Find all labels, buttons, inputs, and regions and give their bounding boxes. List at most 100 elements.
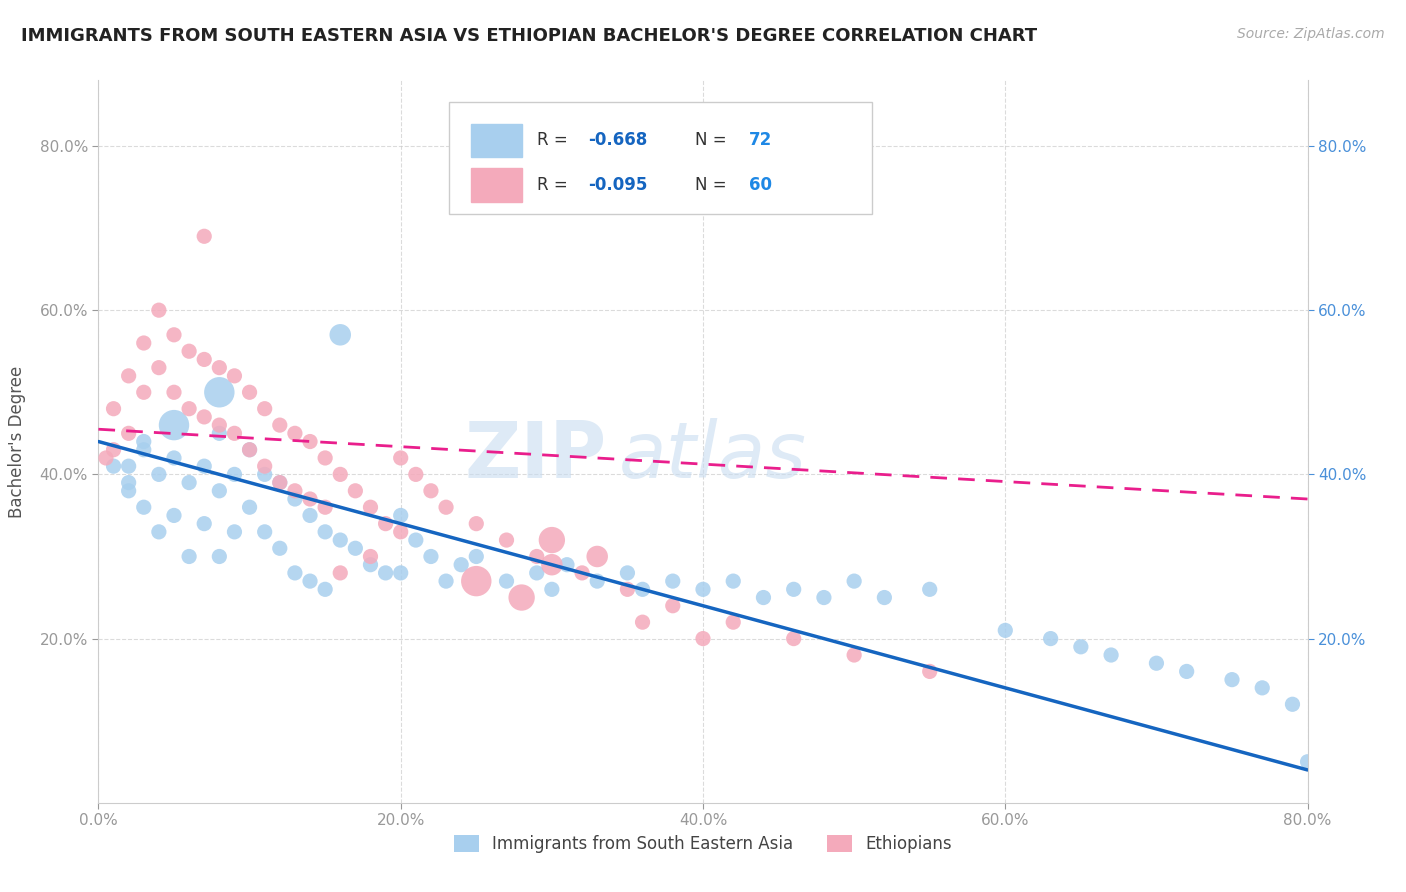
Point xyxy=(344,483,367,498)
Point xyxy=(239,442,262,457)
Text: ZIP: ZIP xyxy=(464,418,606,494)
Point xyxy=(193,352,215,367)
Point xyxy=(148,524,170,539)
Point xyxy=(844,574,866,588)
Point xyxy=(299,491,322,506)
Point xyxy=(434,574,457,588)
Point xyxy=(163,385,186,400)
Point xyxy=(783,582,806,597)
Point xyxy=(314,582,336,597)
Point xyxy=(374,566,396,580)
Point xyxy=(299,434,322,449)
Point xyxy=(1281,698,1303,712)
Point xyxy=(208,483,231,498)
Point xyxy=(389,508,412,523)
Point xyxy=(994,624,1017,638)
Point xyxy=(148,467,170,482)
Point xyxy=(616,582,638,597)
Point xyxy=(284,491,307,506)
FancyBboxPatch shape xyxy=(471,169,522,202)
Point xyxy=(179,549,201,564)
Point xyxy=(616,566,638,580)
Point xyxy=(94,450,117,465)
Point xyxy=(299,508,322,523)
Text: N =: N = xyxy=(695,131,731,149)
Point xyxy=(631,582,654,597)
Point xyxy=(299,574,322,588)
Point xyxy=(132,336,155,351)
Point xyxy=(284,426,307,441)
Point xyxy=(360,500,382,515)
Text: -0.668: -0.668 xyxy=(588,131,647,149)
Point xyxy=(434,500,457,515)
Text: IMMIGRANTS FROM SOUTH EASTERN ASIA VS ETHIOPIAN BACHELOR'S DEGREE CORRELATION CH: IMMIGRANTS FROM SOUTH EASTERN ASIA VS ET… xyxy=(21,27,1038,45)
Point xyxy=(374,516,396,531)
Point xyxy=(118,459,141,474)
Point xyxy=(163,450,186,465)
Point xyxy=(253,401,276,416)
Point xyxy=(1070,640,1092,654)
Point xyxy=(420,483,443,498)
Point xyxy=(224,467,246,482)
Point xyxy=(540,533,562,547)
Point xyxy=(284,566,307,580)
Point xyxy=(723,615,745,630)
Point xyxy=(526,566,548,580)
Point xyxy=(314,524,336,539)
Point xyxy=(224,426,246,441)
Point xyxy=(132,385,155,400)
Point xyxy=(360,549,382,564)
Point xyxy=(314,500,336,515)
Point xyxy=(631,615,654,630)
Point xyxy=(723,574,745,588)
Point xyxy=(224,368,246,383)
FancyBboxPatch shape xyxy=(449,102,872,214)
Point xyxy=(163,327,186,342)
Point xyxy=(224,524,246,539)
Point xyxy=(918,582,941,597)
Point xyxy=(661,574,683,588)
Point xyxy=(495,533,517,547)
Point xyxy=(193,516,215,531)
Y-axis label: Bachelor's Degree: Bachelor's Degree xyxy=(7,366,25,517)
Point xyxy=(420,549,443,564)
Point xyxy=(208,549,231,564)
Point xyxy=(163,508,186,523)
Point xyxy=(269,541,291,556)
Point xyxy=(118,368,141,383)
Point xyxy=(269,475,291,490)
Point xyxy=(873,591,896,605)
Point xyxy=(1296,755,1319,769)
Point xyxy=(405,467,427,482)
Text: R =: R = xyxy=(537,131,574,149)
Point xyxy=(103,459,125,474)
Point xyxy=(269,418,291,433)
Point xyxy=(692,582,714,597)
Point xyxy=(193,409,215,424)
Point xyxy=(844,648,866,662)
Point xyxy=(586,574,609,588)
Point xyxy=(284,483,307,498)
Point xyxy=(148,303,170,318)
Point xyxy=(389,524,412,539)
Text: atlas: atlas xyxy=(619,418,806,494)
Point xyxy=(103,401,125,416)
Point xyxy=(253,524,276,539)
Point xyxy=(389,566,412,580)
Point xyxy=(329,467,352,482)
Point xyxy=(329,566,352,580)
Point xyxy=(571,566,593,580)
Point xyxy=(132,442,155,457)
Point xyxy=(118,483,141,498)
Legend: Immigrants from South Eastern Asia, Ethiopians: Immigrants from South Eastern Asia, Ethi… xyxy=(447,828,959,860)
FancyBboxPatch shape xyxy=(471,124,522,157)
Point xyxy=(163,418,186,433)
Point xyxy=(465,574,488,588)
Point xyxy=(239,500,262,515)
Point xyxy=(253,467,276,482)
Point xyxy=(179,344,201,359)
Point xyxy=(208,426,231,441)
Text: 60: 60 xyxy=(749,176,772,194)
Text: 72: 72 xyxy=(749,131,772,149)
Point xyxy=(118,426,141,441)
